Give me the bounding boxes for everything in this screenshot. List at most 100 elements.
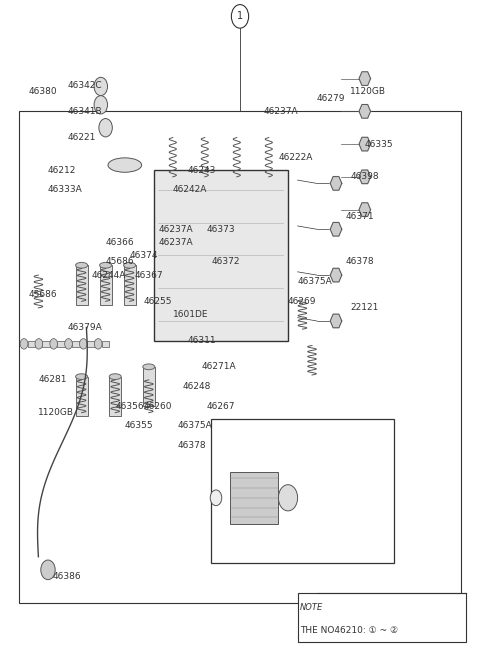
Circle shape <box>20 339 28 349</box>
Circle shape <box>95 339 102 349</box>
Text: 46314: 46314 <box>350 474 379 483</box>
Polygon shape <box>359 72 371 85</box>
Bar <box>75 265 87 305</box>
Bar <box>143 367 155 406</box>
Circle shape <box>315 457 328 474</box>
Ellipse shape <box>143 364 155 369</box>
Bar <box>72 341 80 347</box>
Text: 46271A: 46271A <box>202 362 236 371</box>
Text: 46342B: 46342B <box>235 487 270 496</box>
Text: 46237A: 46237A <box>158 225 193 234</box>
Text: NOTE: NOTE <box>300 603 323 612</box>
Bar <box>19 111 461 603</box>
Text: 46217A: 46217A <box>346 447 380 457</box>
Text: 46255: 46255 <box>144 297 172 306</box>
Text: 46279: 46279 <box>317 94 345 103</box>
Ellipse shape <box>100 263 112 268</box>
Ellipse shape <box>339 456 351 468</box>
Bar <box>27 341 35 347</box>
Text: 46371: 46371 <box>346 212 374 221</box>
Text: 46343: 46343 <box>240 519 268 529</box>
Circle shape <box>99 119 112 137</box>
Polygon shape <box>359 203 371 216</box>
Polygon shape <box>359 105 371 118</box>
Text: 46374: 46374 <box>130 251 158 260</box>
Circle shape <box>50 339 58 349</box>
Bar <box>100 265 111 305</box>
Circle shape <box>35 339 43 349</box>
Circle shape <box>65 339 72 349</box>
Text: THE NO46210: ① ~ ②: THE NO46210: ① ~ ② <box>300 626 398 635</box>
Text: 46222A: 46222A <box>278 153 313 162</box>
Circle shape <box>94 77 108 96</box>
Text: 45686: 45686 <box>106 257 134 267</box>
Bar <box>75 377 87 416</box>
Text: 46313: 46313 <box>250 447 278 457</box>
Bar <box>57 341 65 347</box>
Text: 1: 1 <box>237 11 243 22</box>
Text: 46366: 46366 <box>106 238 134 247</box>
Text: 46260: 46260 <box>144 402 172 411</box>
Text: 46243: 46243 <box>187 166 216 175</box>
Text: 1120GB: 1120GB <box>38 408 74 417</box>
Bar <box>87 341 95 347</box>
Ellipse shape <box>124 263 136 268</box>
Text: 46335: 46335 <box>365 140 394 149</box>
Text: 46356: 46356 <box>115 402 144 411</box>
Polygon shape <box>359 138 371 151</box>
Text: 46372: 46372 <box>211 257 240 267</box>
Ellipse shape <box>109 374 121 379</box>
Circle shape <box>210 490 222 506</box>
Text: 46373: 46373 <box>206 225 235 234</box>
Text: 46386: 46386 <box>53 572 82 581</box>
Text: 46311: 46311 <box>187 336 216 345</box>
Text: 46375A: 46375A <box>298 277 332 286</box>
Bar <box>109 377 121 416</box>
Text: 46269: 46269 <box>288 297 316 306</box>
Ellipse shape <box>76 374 88 379</box>
Polygon shape <box>330 269 342 282</box>
Polygon shape <box>330 177 342 190</box>
Text: 46341A: 46341A <box>230 460 265 470</box>
Bar <box>42 341 50 347</box>
Ellipse shape <box>76 263 88 268</box>
Text: 46237A: 46237A <box>264 107 299 116</box>
Text: 46367: 46367 <box>134 271 163 280</box>
Text: 45686: 45686 <box>29 290 58 299</box>
Ellipse shape <box>108 158 142 172</box>
Text: 46333A: 46333A <box>48 185 83 195</box>
Text: 46378: 46378 <box>346 257 374 267</box>
Text: 46379A: 46379A <box>67 323 102 332</box>
Bar <box>102 341 109 347</box>
Text: 46380: 46380 <box>29 87 58 96</box>
Bar <box>154 170 288 341</box>
Circle shape <box>231 5 249 28</box>
Text: 46242A: 46242A <box>173 185 207 195</box>
Text: 46281: 46281 <box>38 375 67 384</box>
Text: 1601DE: 1601DE <box>173 310 208 319</box>
Text: 46398: 46398 <box>350 172 379 181</box>
Bar <box>298 593 466 642</box>
Text: 46341B: 46341B <box>67 107 102 116</box>
Text: 46212: 46212 <box>48 166 76 175</box>
Text: 46355: 46355 <box>125 421 154 430</box>
Text: 46333: 46333 <box>346 474 374 483</box>
Circle shape <box>41 560 55 580</box>
Polygon shape <box>359 170 371 183</box>
Bar <box>124 265 136 305</box>
Text: 46267: 46267 <box>206 402 235 411</box>
Text: 46342C: 46342C <box>67 81 102 90</box>
Text: 46244A: 46244A <box>91 271 126 280</box>
Text: 22121: 22121 <box>350 303 379 312</box>
Text: 46378: 46378 <box>178 441 206 450</box>
Polygon shape <box>330 223 342 236</box>
Text: 46221: 46221 <box>67 133 96 142</box>
Text: 1120GB: 1120GB <box>350 87 386 96</box>
Bar <box>211 419 394 563</box>
Circle shape <box>94 96 108 114</box>
Circle shape <box>278 485 298 511</box>
Text: 46237A: 46237A <box>158 238 193 247</box>
Text: 46375A: 46375A <box>178 421 212 430</box>
Bar <box>230 472 278 524</box>
Circle shape <box>80 339 87 349</box>
